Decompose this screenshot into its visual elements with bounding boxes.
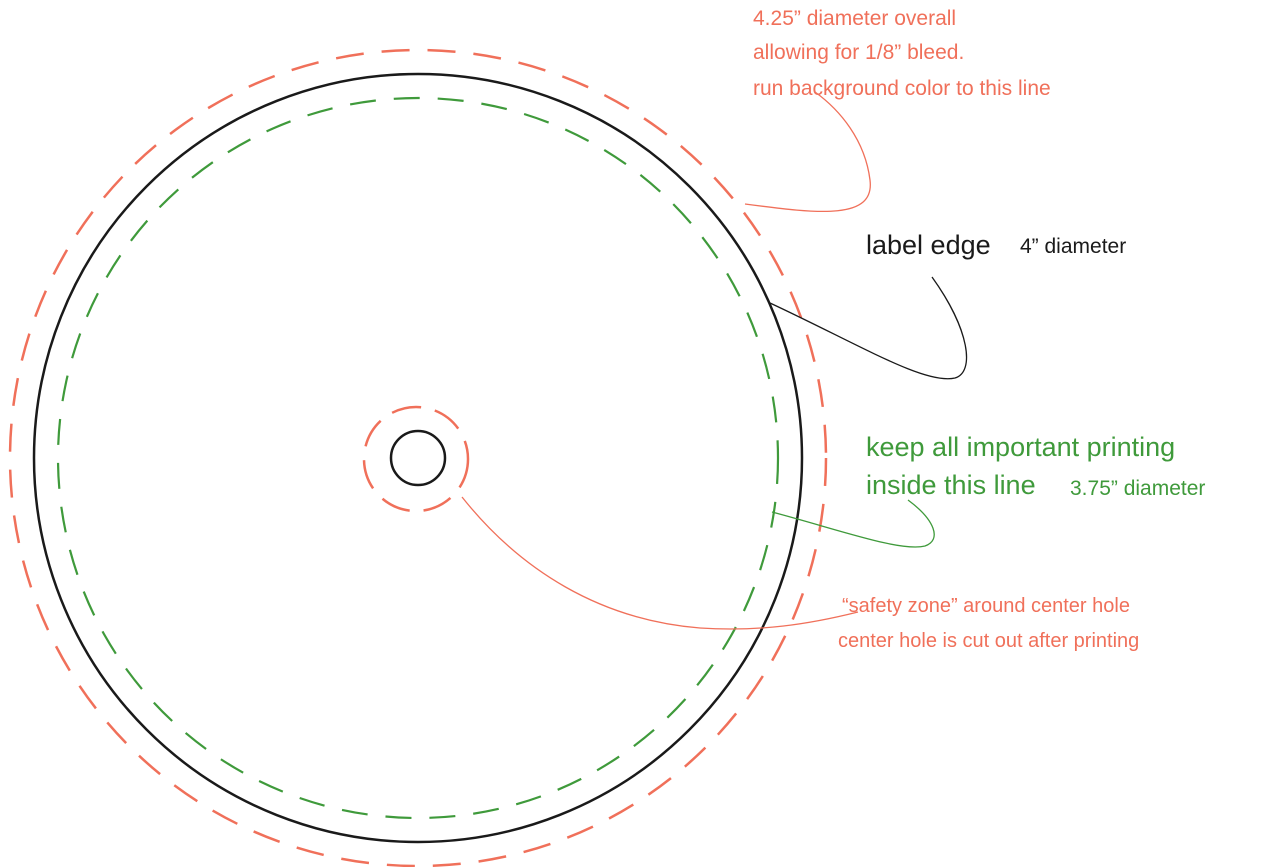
label-edge-size: 4” diameter <box>1020 235 1127 258</box>
bleed-leader-line <box>744 91 871 212</box>
safe-area-annotation-line-2: inside this line <box>866 470 1036 500</box>
bleed-annotation-line-3: run background color to this line <box>753 77 1051 100</box>
safe-area-circle <box>56 96 780 820</box>
label-edge-circle <box>32 72 804 844</box>
center-hole-annotation-line-2: center hole is cut out after printing <box>838 630 1140 652</box>
center-safety-zone-circle <box>362 405 470 513</box>
label-edge-annotation: label edge <box>866 230 991 260</box>
bleed-circle <box>8 48 828 867</box>
center-hole-annotation-line-1: “safety zone” around center hole <box>842 595 1130 617</box>
label-edge-leader-line <box>769 276 968 380</box>
bleed-annotation-line-1: 4.25” diameter overall <box>753 7 957 30</box>
safe-area-size: 3.75” diameter <box>1070 477 1206 500</box>
bleed-annotation-line-2: allowing for 1/8” bleed. <box>753 41 965 64</box>
safe-area-annotation-line-1: keep all important printing <box>866 432 1176 462</box>
safe-area-leader-line <box>771 499 935 548</box>
center-hole-leader-line <box>461 496 859 630</box>
center-hole-circle <box>389 429 447 487</box>
